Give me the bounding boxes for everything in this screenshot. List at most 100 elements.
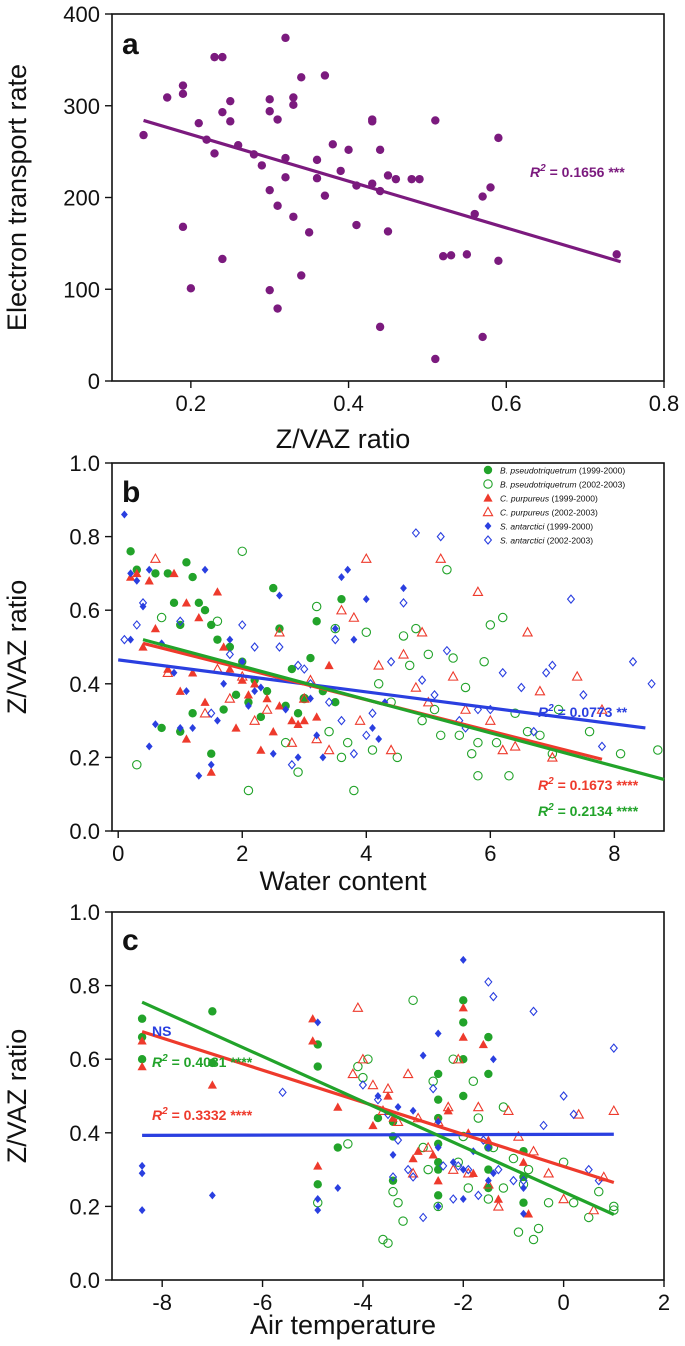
- data-point: [434, 1143, 442, 1152]
- legend-marker: [482, 506, 494, 517]
- data-point: [628, 656, 638, 667]
- legend-label: B. pseudotriquetrum (2002-2003): [500, 480, 625, 490]
- data-point: [413, 1146, 423, 1155]
- y-axis-label: Z/VAZ ratio: [2, 1029, 32, 1164]
- data-point: [494, 1164, 503, 1175]
- data-point: [256, 745, 266, 754]
- data-point: [569, 1109, 578, 1120]
- data-point: [449, 1194, 458, 1204]
- data-point: [389, 1150, 397, 1159]
- data-point: [212, 616, 223, 626]
- data-point: [257, 161, 267, 170]
- data-point: [436, 531, 445, 542]
- data-point: [314, 1206, 322, 1215]
- data-point: [181, 598, 192, 607]
- r2-superscript: 2: [547, 703, 554, 714]
- data-point: [138, 1206, 146, 1215]
- data-point: [276, 591, 283, 600]
- data-point: [224, 692, 236, 703]
- data-point: [243, 690, 254, 699]
- data-point: [431, 354, 440, 364]
- data-point: [170, 668, 178, 677]
- data-point: [498, 1183, 509, 1193]
- data-point: [400, 584, 407, 593]
- data-point: [293, 719, 303, 728]
- x-tick-label: 0.6: [491, 391, 522, 416]
- data-point: [612, 250, 621, 259]
- data-point: [178, 222, 188, 232]
- data-point: [237, 546, 247, 557]
- data-point: [473, 771, 483, 781]
- data-point: [287, 664, 297, 674]
- fit-line: [142, 1132, 614, 1137]
- data-point: [333, 1143, 343, 1152]
- data-point: [225, 664, 235, 673]
- data-point: [518, 1157, 529, 1166]
- data-point: [534, 685, 546, 696]
- data-point: [409, 1106, 417, 1115]
- data-point: [219, 642, 229, 651]
- data-point: [447, 670, 459, 681]
- data-point: [330, 623, 341, 634]
- data-point: [274, 701, 285, 710]
- data-point: [294, 753, 302, 762]
- data-point: [434, 1202, 442, 1211]
- series: [149, 552, 608, 762]
- x-axis: 0.2 0.4 0.6 0.8: [176, 381, 679, 416]
- data-point: [126, 547, 135, 556]
- r2-stars: ****: [616, 803, 638, 819]
- data-point: [169, 598, 179, 608]
- data-point: [509, 1175, 518, 1186]
- r2-value: = 0.1656: [546, 164, 609, 180]
- data-point: [176, 616, 185, 627]
- r2-stars: ****: [230, 1107, 252, 1123]
- data-point: [571, 670, 583, 681]
- data-point: [188, 572, 197, 582]
- data-point: [208, 1007, 217, 1016]
- data-point: [429, 1083, 438, 1094]
- data-point: [182, 558, 191, 567]
- data-point: [298, 692, 310, 703]
- data-point: [139, 130, 148, 140]
- data-point: [486, 183, 495, 192]
- data-point: [411, 623, 421, 634]
- data-point: [306, 653, 315, 663]
- data-point: [408, 1153, 418, 1163]
- data-point: [508, 1153, 519, 1164]
- data-point: [132, 620, 141, 630]
- panel-letter: a: [122, 28, 139, 61]
- x-tick-label: 0: [112, 841, 124, 866]
- data-point: [300, 694, 309, 703]
- data-point: [214, 716, 221, 725]
- data-point: [334, 1184, 342, 1192]
- r2-value: = 0.2134: [554, 803, 617, 819]
- data-point: [369, 723, 376, 732]
- data-point: [388, 1172, 398, 1182]
- data-point: [344, 565, 352, 574]
- data-point: [138, 642, 148, 651]
- data-point: [132, 568, 142, 578]
- legend-species: S. antarctici: [500, 522, 546, 532]
- data-point: [281, 33, 290, 43]
- data-point: [186, 284, 196, 293]
- data-point: [647, 678, 656, 689]
- data-point: [300, 664, 309, 674]
- series: [139, 33, 621, 364]
- data-point: [504, 771, 514, 781]
- data-point: [137, 1014, 147, 1023]
- data-point: [201, 565, 209, 574]
- data-point: [442, 645, 452, 656]
- y-tick-label: 0: [88, 369, 100, 394]
- data-point: [382, 1082, 394, 1093]
- legend-species: C. purpureus: [500, 508, 550, 518]
- r2-symbol: R: [538, 803, 549, 819]
- data-point: [331, 634, 340, 645]
- data-point: [497, 744, 509, 755]
- data-point: [207, 708, 216, 719]
- data-point: [373, 1094, 383, 1105]
- data-point: [494, 256, 503, 266]
- legend-period: (2002-2003): [577, 480, 626, 490]
- data-point: [529, 726, 538, 737]
- data-point: [596, 703, 608, 714]
